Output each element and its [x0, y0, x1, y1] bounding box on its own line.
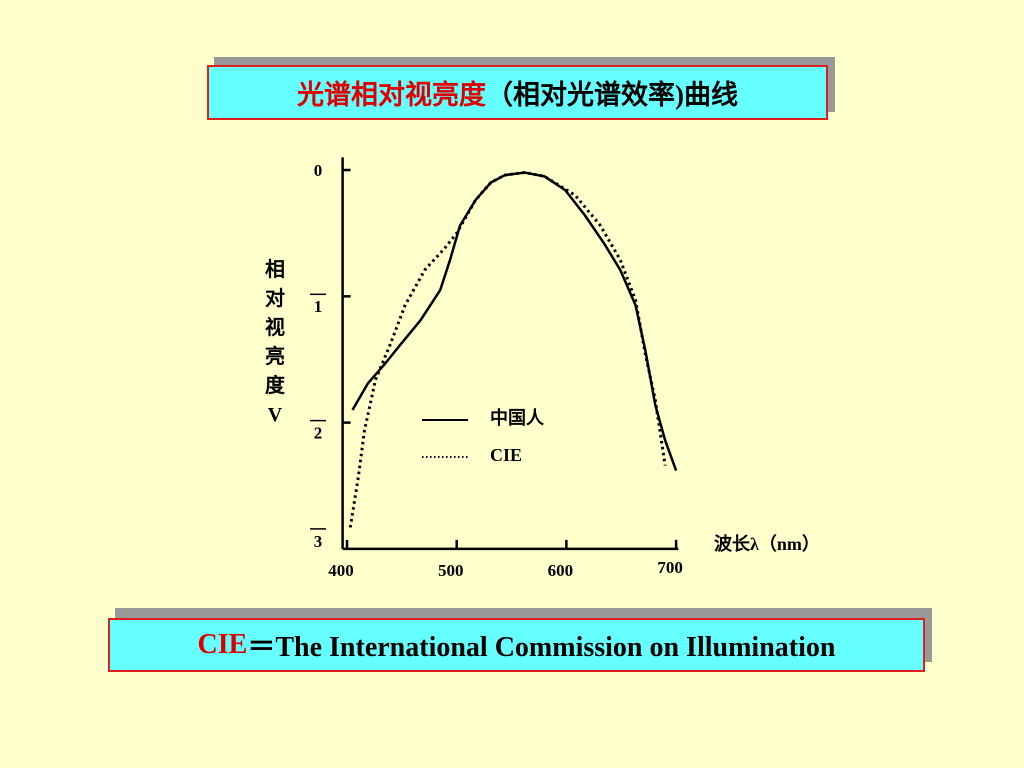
- title-red: 光谱相对视亮度: [297, 80, 486, 110]
- title-black: （相对光谱效率)曲线: [486, 80, 738, 110]
- series-line: [351, 171, 678, 472]
- footnote-term: CIE: [197, 629, 248, 660]
- footnote-box: CIE ＝The International Commission on Illu…: [108, 618, 925, 672]
- title-box: 光谱相对视亮度 （相对光谱效率)曲线: [207, 65, 828, 120]
- series-line: [348, 171, 667, 528]
- y-tick-label: 0: [314, 161, 323, 180]
- y-tick-label: 3: [314, 532, 323, 551]
- y-axis-label: 相对视亮度V: [265, 259, 285, 426]
- x-tick-label: 600: [548, 561, 574, 580]
- x-tick-label: 700: [657, 558, 683, 577]
- x-axis-label: 波长λ（nm）: [714, 533, 820, 554]
- footnote-definition: ＝The International Commission on Illumin…: [247, 632, 836, 663]
- legend-label: CIE: [490, 445, 522, 465]
- y-tick-label: 2: [314, 424, 323, 443]
- legend-label: 中国人: [490, 407, 545, 428]
- x-tick-label: 500: [438, 561, 464, 580]
- y-tick-label: 1: [314, 297, 323, 316]
- x-tick-label: 400: [328, 561, 354, 580]
